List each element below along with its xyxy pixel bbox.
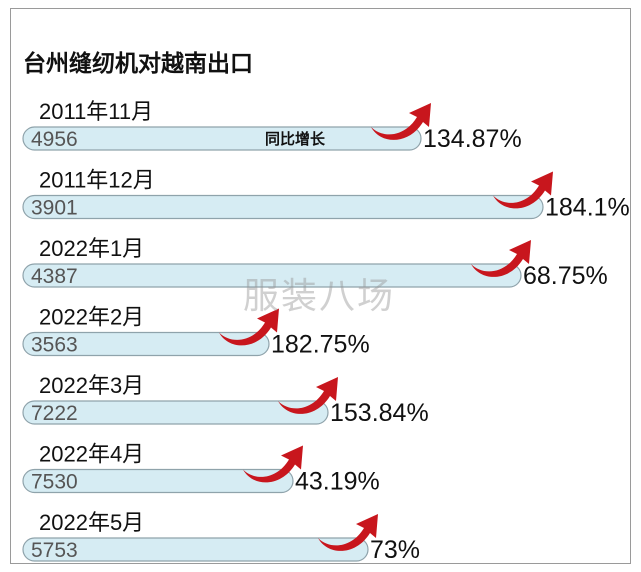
row-date-label: 2022年1月 — [39, 236, 144, 261]
growth-percent-label: 134.87% — [423, 125, 522, 153]
row-date-label: 2022年4月 — [39, 442, 144, 467]
bar-value-label: 5753 — [31, 539, 78, 562]
growth-percent-label: 153.84% — [330, 399, 429, 427]
growth-percent-label: 73% — [370, 536, 420, 563]
growth-arrow-icon — [278, 377, 338, 414]
chart-title: 台州缝纫机对越南出口 — [23, 50, 253, 77]
bar — [22, 400, 329, 425]
bar — [22, 468, 294, 494]
chart-canvas: 台州缝纫机对越南出口 2011年11月 4956 同比增长 134.87% 2011年1… — [22, 50, 630, 563]
bar-value-label: 4956 — [31, 128, 78, 151]
row-date-label: 2022年2月 — [39, 305, 144, 330]
growth-percent-label: 184.1% — [545, 194, 630, 222]
row-date-label: 2011年11月 — [39, 99, 153, 124]
growth-percent-label: 43.19% — [295, 468, 380, 496]
growth-arrow-icon — [493, 171, 553, 209]
bar-value-label: 7530 — [31, 471, 78, 494]
growth-arrow-icon — [318, 514, 378, 551]
growth-arrow-icon — [371, 103, 431, 140]
chart-frame: 台州缝纫机对越南出口 2011年11月 4956 同比增长 134.87% 2011年1… — [10, 8, 631, 564]
growth-percent-label: 182.75% — [271, 331, 370, 359]
growth-percent-label: 68.75% — [523, 262, 608, 290]
bar-value-label: 4387 — [31, 265, 78, 288]
bar-value-label: 3901 — [31, 197, 78, 220]
watermark: 服装八场 — [243, 276, 396, 317]
bar — [22, 194, 544, 220]
bar-value-label: 7222 — [31, 402, 78, 425]
row-date-label: 2022年5月 — [39, 510, 144, 535]
bar — [22, 537, 369, 562]
growth-caption: 同比增长 — [265, 130, 326, 148]
bar — [22, 331, 270, 357]
growth-arrow-icon — [219, 308, 279, 346]
growth-arrow-icon — [471, 240, 531, 277]
bar-value-label: 3563 — [31, 334, 78, 357]
bar — [22, 126, 422, 151]
row-date-label: 2011年12月 — [39, 168, 155, 193]
bar — [22, 263, 522, 288]
growth-arrow-icon — [243, 445, 303, 483]
row-date-label: 2022年3月 — [39, 373, 144, 398]
